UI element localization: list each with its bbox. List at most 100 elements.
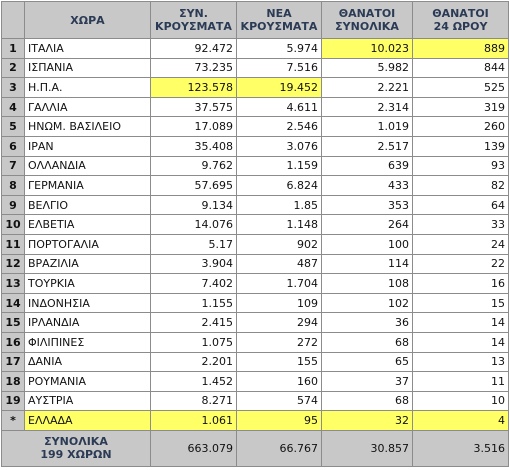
country-cell: ΑΥΣΤΡΙΑ — [24, 390, 151, 412]
value-cell: 902 — [236, 233, 322, 255]
country-cell: ΠΟΡΤΟΓΑΛΙΑ — [24, 233, 151, 255]
table-row: 18 ΡΟΥΜΑΝΙΑ 1.452 160 37 11 — [1, 371, 509, 392]
rank-cell: 12 — [1, 253, 25, 275]
column-header: ΘΑΝΑΤΟΙ ΣΥΝΟΛΙΚΑ — [321, 1, 413, 39]
value-cell: 109 — [236, 292, 322, 314]
rank-cell: 1 — [1, 38, 25, 59]
value-cell: 260 — [412, 116, 509, 137]
value-cell: 4 — [412, 410, 509, 431]
value-cell: 8.271 — [150, 390, 237, 412]
rank-cell: 3 — [1, 77, 25, 98]
value-cell: 5.17 — [150, 233, 237, 255]
value-cell: 10 — [412, 390, 509, 412]
value-cell: 9.134 — [150, 194, 237, 216]
value-cell: 102 — [321, 292, 413, 314]
table-row: 8 ΓΕΡΜΑΝΙΑ 57.695 6.824 433 82 — [1, 175, 509, 196]
total-cell: 3.516 — [412, 429, 509, 467]
rank-cell: 14 — [1, 292, 25, 314]
header-line: ΘΑΝΑΤΟΙ — [338, 7, 396, 20]
rank-cell: * — [1, 410, 25, 431]
value-cell: 9.762 — [150, 155, 237, 177]
value-cell: 10.023 — [321, 38, 413, 59]
rank-cell: 17 — [1, 351, 25, 373]
country-cell: ΒΕΛΓΙΟ — [24, 194, 151, 216]
value-cell: 15 — [412, 292, 509, 314]
country-cell: ΔΑΝΙΑ — [24, 351, 151, 373]
value-cell: 14.076 — [150, 214, 237, 235]
value-cell: 889 — [412, 38, 509, 59]
value-cell: 22 — [412, 253, 509, 275]
value-cell: 2.546 — [236, 116, 322, 137]
table-row: 2 ΙΣΠΑΝΙΑ 73.235 7.516 5.982 844 — [1, 57, 509, 79]
value-cell: 574 — [236, 390, 322, 412]
country-cell: ΦΙΛΙΠΙΝΕΣ — [24, 331, 151, 353]
rank-cell: 6 — [1, 135, 25, 157]
table-row: * ΕΛΛΑΔΑ 1.061 95 32 4 — [1, 410, 509, 431]
header-line: 24 ΩΡΟΥ — [433, 20, 488, 33]
table-row: 11 ΠΟΡΤΟΓΑΛΙΑ 5.17 902 100 24 — [1, 233, 509, 255]
table-row: 17 ΔΑΝΙΑ 2.201 155 65 13 — [1, 351, 509, 373]
value-cell: 1.159 — [236, 155, 322, 177]
table-row: 14 ΙΝΔΟΝΗΣΙΑ 1.155 109 102 15 — [1, 292, 509, 314]
value-cell: 7.402 — [150, 273, 237, 294]
country-cell: ΙΤΑΛΙΑ — [24, 38, 151, 59]
country-header: ΧΩΡΑ — [24, 1, 151, 39]
value-cell: 7.516 — [236, 57, 322, 79]
rank-cell: 13 — [1, 273, 25, 294]
value-cell: 114 — [321, 253, 413, 275]
header-line: ΘΑΝΑΤΟΙ — [432, 7, 489, 20]
value-cell: 525 — [412, 77, 509, 98]
rank-cell: 18 — [1, 371, 25, 392]
rank-cell: 5 — [1, 116, 25, 137]
value-cell: 37 — [321, 371, 413, 392]
value-cell: 95 — [236, 410, 322, 431]
value-cell: 160 — [236, 371, 322, 392]
country-cell: ΟΛΛΑΝΔΙΑ — [24, 155, 151, 177]
value-cell: 1.075 — [150, 331, 237, 353]
country-cell: ΒΡΑΖΙΛΙΑ — [24, 253, 151, 275]
header-line: ΣΥΝ. — [179, 7, 208, 20]
country-cell: ΓΑΛΛΙΑ — [24, 96, 151, 118]
value-cell: 32 — [321, 410, 413, 431]
header-line: ΣΥΝΟΛΙΚΑ — [335, 20, 399, 33]
value-cell: 33 — [412, 214, 509, 235]
value-cell: 139 — [412, 135, 509, 157]
value-cell: 1.704 — [236, 273, 322, 294]
rank-cell: 15 — [1, 312, 25, 333]
table-row: 12 ΒΡΑΖΙΛΙΑ 3.904 487 114 22 — [1, 253, 509, 275]
value-cell: 155 — [236, 351, 322, 373]
value-cell: 319 — [412, 96, 509, 118]
rank-cell: 9 — [1, 194, 25, 216]
value-cell: 73.235 — [150, 57, 237, 79]
value-cell: 5.982 — [321, 57, 413, 79]
value-cell: 11 — [412, 371, 509, 392]
value-cell: 1.148 — [236, 214, 322, 235]
value-cell: 2.517 — [321, 135, 413, 157]
table-body: 1 ΙΤΑΛΙΑ 92.472 5.974 10.023 889 2 ΙΣΠΑΝΙΑ 73.23… — [1, 38, 509, 467]
value-cell: 68 — [321, 331, 413, 353]
value-cell: 35.408 — [150, 135, 237, 157]
country-cell: ΙΡΑΝ — [24, 135, 151, 157]
value-cell: 2.314 — [321, 96, 413, 118]
value-cell: 16 — [412, 273, 509, 294]
table-row: 4 ΓΑΛΛΙΑ 37.575 4.611 2.314 319 — [1, 96, 509, 118]
value-cell: 1.155 — [150, 292, 237, 314]
country-cell: ΙΡΛΑΝΔΙΑ — [24, 312, 151, 333]
value-cell: 2.221 — [321, 77, 413, 98]
value-cell: 68 — [321, 390, 413, 412]
value-cell: 13 — [412, 351, 509, 373]
country-cell: ΕΛΒΕΤΙΑ — [24, 214, 151, 235]
country-cell: ΙΝΔΟΝΗΣΙΑ — [24, 292, 151, 314]
table-row: 9 ΒΕΛΓΙΟ 9.134 1.85 353 64 — [1, 194, 509, 216]
value-cell: 36 — [321, 312, 413, 333]
value-cell: 3.904 — [150, 253, 237, 275]
value-cell: 487 — [236, 253, 322, 275]
value-cell: 639 — [321, 155, 413, 177]
value-cell: 14 — [412, 331, 509, 353]
header-line: ΚΡΟΥΣΜΑΤΑ — [240, 20, 318, 33]
country-cell: ΙΣΠΑΝΙΑ — [24, 57, 151, 79]
table-row: 5 ΗΝΩΜ. ΒΑΣΙΛΕΙΟ 17.089 2.546 1.019 260 — [1, 116, 509, 137]
table-row: 13 ΤΟΥΡΚΙΑ 7.402 1.704 108 16 — [1, 273, 509, 294]
value-cell: 2.415 — [150, 312, 237, 333]
footer-row: ΣΥΝΟΛΙΚΑ 199 ΧΩΡΩΝ 663.079 66.767 30.857 3.51… — [1, 429, 509, 467]
